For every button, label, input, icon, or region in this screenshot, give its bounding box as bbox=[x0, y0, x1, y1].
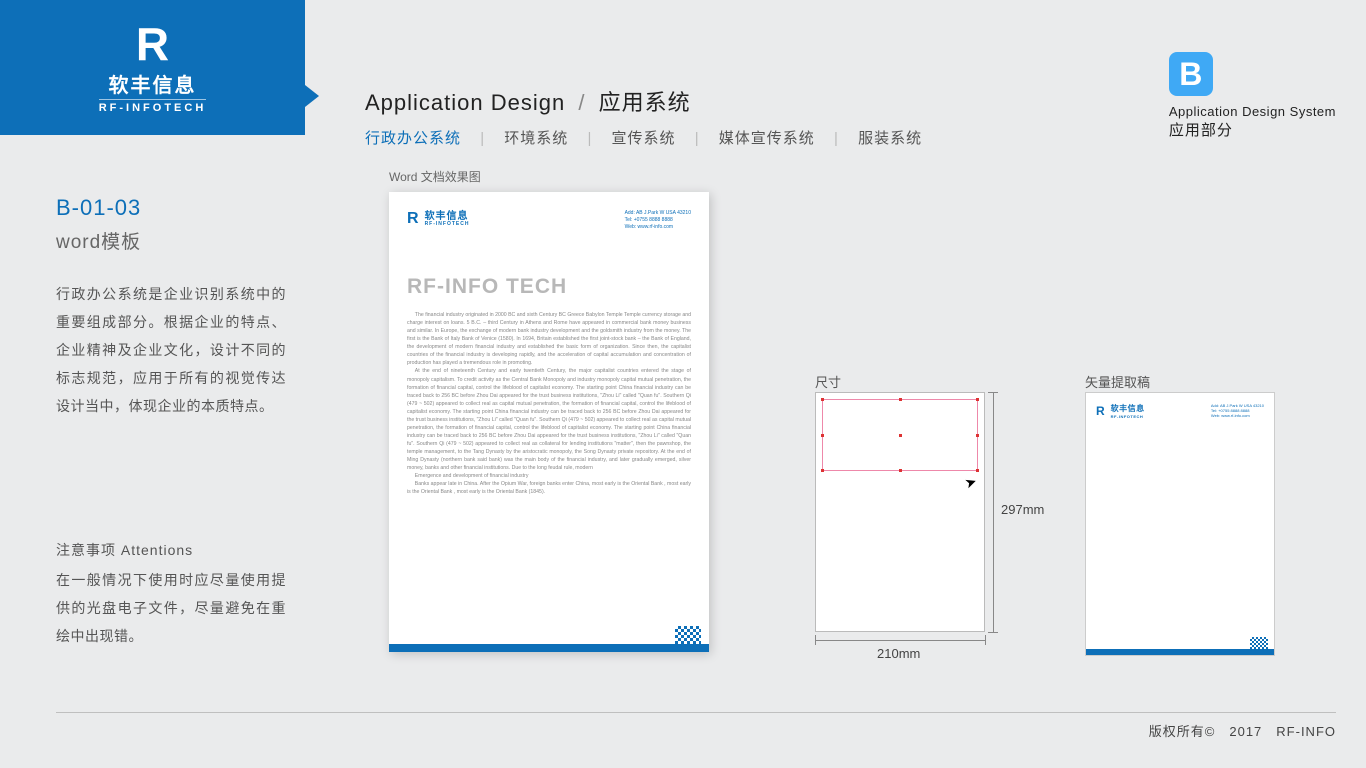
sidebar-info: B-01-03 word模板 行政办公系统是企业识别系统中的重要组成部分。根据企… bbox=[56, 195, 286, 650]
width-line bbox=[815, 640, 985, 641]
badge-line2: 应用部分 bbox=[1169, 119, 1336, 140]
doc-contact-web: Web: www.rf-info.com bbox=[625, 224, 691, 231]
vector-logo-cn: 软丰信息 bbox=[1111, 403, 1145, 414]
guide-dot-icon bbox=[899, 469, 902, 472]
dimension-inner-guide bbox=[822, 399, 978, 471]
main-content: Word 文档效果图 R 软丰信息 RF-INFOTECH Add: AB J.… bbox=[365, 168, 1325, 698]
doc-header: R 软丰信息 RF-INFOTECH Add: AB J.Park W USA … bbox=[407, 210, 691, 231]
vector-box: R 软丰信息 RF-INFOTECH Add: AB J.Park W USA … bbox=[1085, 392, 1275, 656]
doc-paragraph: Banks appear late in China. After the Op… bbox=[407, 480, 691, 496]
vector-template: 矢量提取稿 R 软丰信息 RF-INFOTECH Add: AB J.Park … bbox=[1085, 382, 1275, 656]
attention-title: 注意事项 Attentions bbox=[56, 540, 286, 560]
page-footer: 版权所有© 2017 RF-INFO bbox=[56, 712, 1336, 740]
attention-text: 在一般情况下使用时应尽量使用提供的光盘电子文件，尽量避免在重绘中出现错。 bbox=[56, 566, 286, 650]
height-cap bbox=[988, 632, 998, 633]
tab-clothing[interactable]: 服装系统 bbox=[858, 127, 922, 148]
tab-separator: | bbox=[587, 130, 592, 147]
page-subtitle: word模板 bbox=[56, 227, 286, 254]
vector-label: 矢量提取稿 bbox=[1085, 372, 1150, 391]
width-value: 210mm bbox=[877, 646, 920, 661]
logo-arrow-icon bbox=[305, 85, 319, 107]
height-cap bbox=[988, 392, 998, 393]
doc-checker-pattern-icon bbox=[675, 626, 701, 644]
doc-logo: R 软丰信息 RF-INFOTECH bbox=[407, 210, 469, 228]
doc-paragraph: Emergence and development of financial i… bbox=[407, 472, 691, 480]
doc-logo-en: RF-INFOTECH bbox=[425, 222, 470, 228]
copyright-text: 版权所有© 2017 RF-INFO bbox=[1149, 724, 1336, 739]
guide-dot-icon bbox=[976, 398, 979, 401]
doc-contact: Add: AB J.Park W USA 43210 Tel: +0755 88… bbox=[625, 210, 691, 231]
title-slash: / bbox=[578, 90, 585, 115]
title-cn: 应用系统 bbox=[599, 90, 691, 115]
vector-logo-r: R bbox=[1096, 404, 1105, 418]
height-value: 297mm bbox=[1001, 502, 1044, 517]
height-line bbox=[993, 392, 994, 632]
width-cap bbox=[815, 635, 816, 645]
guide-dot-icon bbox=[821, 434, 824, 437]
tab-separator: | bbox=[695, 130, 700, 147]
tab-admin-office[interactable]: 行政办公系统 bbox=[365, 127, 461, 148]
tab-publicity[interactable]: 宣传系统 bbox=[612, 127, 676, 148]
word-document-preview: R 软丰信息 RF-INFOTECH Add: AB J.Park W USA … bbox=[389, 192, 709, 652]
tab-environment[interactable]: 环境系统 bbox=[504, 127, 568, 148]
logo-r: R bbox=[136, 21, 169, 67]
guide-dot-icon bbox=[976, 434, 979, 437]
doc-title: RF-INFO TECH bbox=[407, 275, 691, 299]
tab-separator: | bbox=[834, 130, 839, 147]
tab-separator: | bbox=[480, 130, 485, 147]
doc-logo-r: R bbox=[407, 210, 419, 228]
guide-dot-icon bbox=[821, 398, 824, 401]
guide-dot-icon bbox=[899, 398, 902, 401]
logo-cn: 软丰信息 bbox=[109, 69, 197, 98]
dimension-diagram: 尺寸 ➤ 297mm 210mm bbox=[815, 382, 985, 632]
vector-contact-web: Web: www.rf-info.com bbox=[1211, 413, 1264, 418]
vector-logo: R 软丰信息 RF-INFOTECH bbox=[1096, 403, 1145, 419]
vector-footer-bar bbox=[1086, 649, 1274, 655]
vector-contact: Add: AB J.Park W USA 43210 Tel: +0755 88… bbox=[1211, 403, 1264, 419]
dimension-label: 尺寸 bbox=[815, 372, 841, 391]
width-cap bbox=[985, 635, 986, 645]
preview-label: Word 文档效果图 bbox=[389, 168, 1325, 185]
doc-paragraph: At the end of nineteenth Century and ear… bbox=[407, 367, 691, 472]
title-en: Application Design bbox=[365, 90, 565, 115]
doc-contact-addr: Add: AB J.Park W USA 43210 bbox=[625, 210, 691, 217]
badge-line1: Application Design System bbox=[1169, 104, 1336, 119]
doc-contact-tel: Tel: +0755 8888 8888 bbox=[625, 217, 691, 224]
guide-dot-icon bbox=[899, 434, 902, 437]
dimension-box bbox=[815, 392, 985, 632]
brand-logo-panel: R 软丰信息 RF-INFOTECH bbox=[0, 0, 305, 135]
section-badge: B Application Design System 应用部分 bbox=[1169, 52, 1336, 140]
tab-media[interactable]: 媒体宣传系统 bbox=[719, 127, 815, 148]
vector-checker-pattern-icon bbox=[1250, 637, 1268, 649]
guide-dot-icon bbox=[821, 469, 824, 472]
vector-logo-en: RF-INFOTECH bbox=[1111, 414, 1145, 419]
doc-footer-bar bbox=[389, 644, 709, 652]
vector-header: R 软丰信息 RF-INFOTECH Add: AB J.Park W USA … bbox=[1086, 393, 1274, 419]
page-description: 行政办公系统是企业识别系统中的重要组成部分。根据企业的特点、企业精神及企业文化，… bbox=[56, 280, 286, 420]
page-code: B-01-03 bbox=[56, 195, 286, 221]
guide-dot-icon bbox=[976, 469, 979, 472]
doc-body: The financial industry originated in 200… bbox=[407, 311, 691, 496]
doc-paragraph: The financial industry originated in 200… bbox=[407, 311, 691, 367]
logo-en: RF-INFOTECH bbox=[99, 99, 207, 114]
b-badge-icon: B bbox=[1169, 52, 1213, 96]
